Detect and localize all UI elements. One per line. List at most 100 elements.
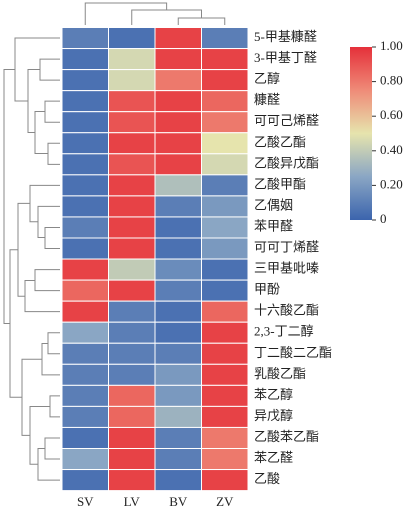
heat-cell [201, 48, 249, 71]
heat-cell [108, 132, 156, 155]
heat-cell [108, 174, 156, 197]
colorbar-tick-label: 0.60 [380, 107, 403, 122]
column-label: BV [169, 494, 188, 509]
heat-cell [108, 90, 156, 113]
row-label: 糠醛 [254, 92, 280, 107]
row-label: 乙酸苯乙酯 [254, 429, 319, 444]
row-label: 丁二酸二乙酯 [254, 345, 332, 360]
heat-cell [108, 300, 156, 323]
row-label: 乳酸乙酯 [254, 366, 306, 381]
colorbar-tick-label: 1.00 [380, 38, 403, 53]
heat-cell [108, 448, 156, 471]
heat-cell [108, 279, 156, 302]
heat-cell [154, 300, 202, 323]
row-dendrogram [17, 202, 30, 297]
heat-cell [201, 469, 249, 492]
heat-cell [201, 132, 249, 155]
row-dendrogram [41, 343, 60, 376]
heat-cell [154, 279, 202, 302]
heat-cell [154, 469, 202, 492]
row-label: 可可丁烯醛 [254, 240, 319, 255]
row-label: 乙酸 [254, 471, 280, 486]
heat-cell [201, 195, 249, 218]
colorbar [350, 47, 372, 220]
heat-cell [154, 216, 202, 239]
heat-cell [61, 48, 109, 71]
heat-cell [154, 153, 202, 176]
row-dendrogram [34, 269, 60, 292]
row-dendrogram [21, 358, 42, 436]
heat-cell [201, 279, 249, 302]
heat-cell [108, 469, 156, 492]
row-label: 苯甲醛 [254, 218, 293, 233]
column-dendrogram [84, 2, 168, 25]
row-label: 乙酸异戊酯 [254, 155, 319, 170]
heat-cell [61, 321, 109, 344]
row-dendrogram [29, 184, 60, 223]
heat-cell [61, 469, 109, 492]
heat-cell [61, 426, 109, 450]
heat-cell [61, 216, 109, 239]
heat-cell [154, 321, 202, 344]
row-label: 乙酸乙酯 [254, 134, 306, 149]
heat-cell [108, 195, 156, 218]
heat-cell [108, 342, 156, 365]
heat-cell [154, 132, 202, 155]
colorbar-tick-label: 0.20 [380, 176, 403, 191]
row-label: 乙醇 [254, 71, 280, 86]
heat-cell [201, 405, 249, 428]
heat-cell [201, 384, 249, 407]
heat-cell [201, 448, 249, 471]
heat-cell [108, 111, 156, 134]
heat-cell [61, 195, 109, 218]
heat-cell [201, 426, 249, 450]
row-dendrogram [37, 205, 60, 238]
heat-cell [61, 279, 109, 302]
heat-cell [108, 153, 156, 176]
heat-cell [154, 195, 202, 218]
heat-cell [201, 342, 249, 365]
heat-cell [108, 321, 156, 344]
heat-cell [201, 216, 249, 239]
row-label: 苯乙醛 [254, 450, 293, 465]
colorbar-tick-label: 0.40 [380, 142, 403, 157]
heat-cell [201, 69, 249, 92]
heat-cell [201, 321, 249, 344]
heat-cell [61, 69, 109, 92]
heat-cell [61, 237, 109, 260]
heat-cell [61, 405, 109, 428]
colorbar-tick-label: 0.80 [380, 73, 403, 88]
heat-cell [61, 27, 109, 50]
heat-cell [201, 90, 249, 113]
column-label: LV [124, 494, 141, 509]
heat-cell [154, 448, 202, 471]
heat-cell [154, 27, 202, 50]
heat-cell [201, 258, 249, 281]
row-label: 可可己烯醛 [254, 113, 319, 128]
row-dendrogram [27, 69, 40, 133]
row-dendrogram [49, 395, 60, 418]
heat-cell [154, 405, 202, 428]
row-dendrogram [44, 226, 60, 250]
heat-cell [61, 342, 109, 365]
heat-cell [61, 153, 109, 176]
colorbar-tick-label: 0 [380, 211, 387, 226]
column-label: SV [77, 494, 94, 509]
row-label: 十六酸乙酯 [254, 303, 319, 318]
heat-cell [154, 258, 202, 281]
heat-cell [154, 363, 202, 386]
heat-cell [201, 300, 249, 323]
heat-cell [154, 48, 202, 71]
row-dendrogram [44, 437, 60, 460]
heat-cell [154, 69, 202, 92]
column-label: ZV [216, 494, 234, 509]
row-label: 3-甲基丁醛 [254, 50, 317, 65]
heat-cell [61, 90, 109, 113]
heat-cell [108, 216, 156, 239]
heat-cell [61, 132, 109, 155]
row-dendrogram [3, 69, 15, 324]
heat-cell [201, 237, 249, 260]
heat-cell [61, 448, 109, 471]
heat-cell [201, 111, 249, 134]
heat-cell [154, 342, 202, 365]
